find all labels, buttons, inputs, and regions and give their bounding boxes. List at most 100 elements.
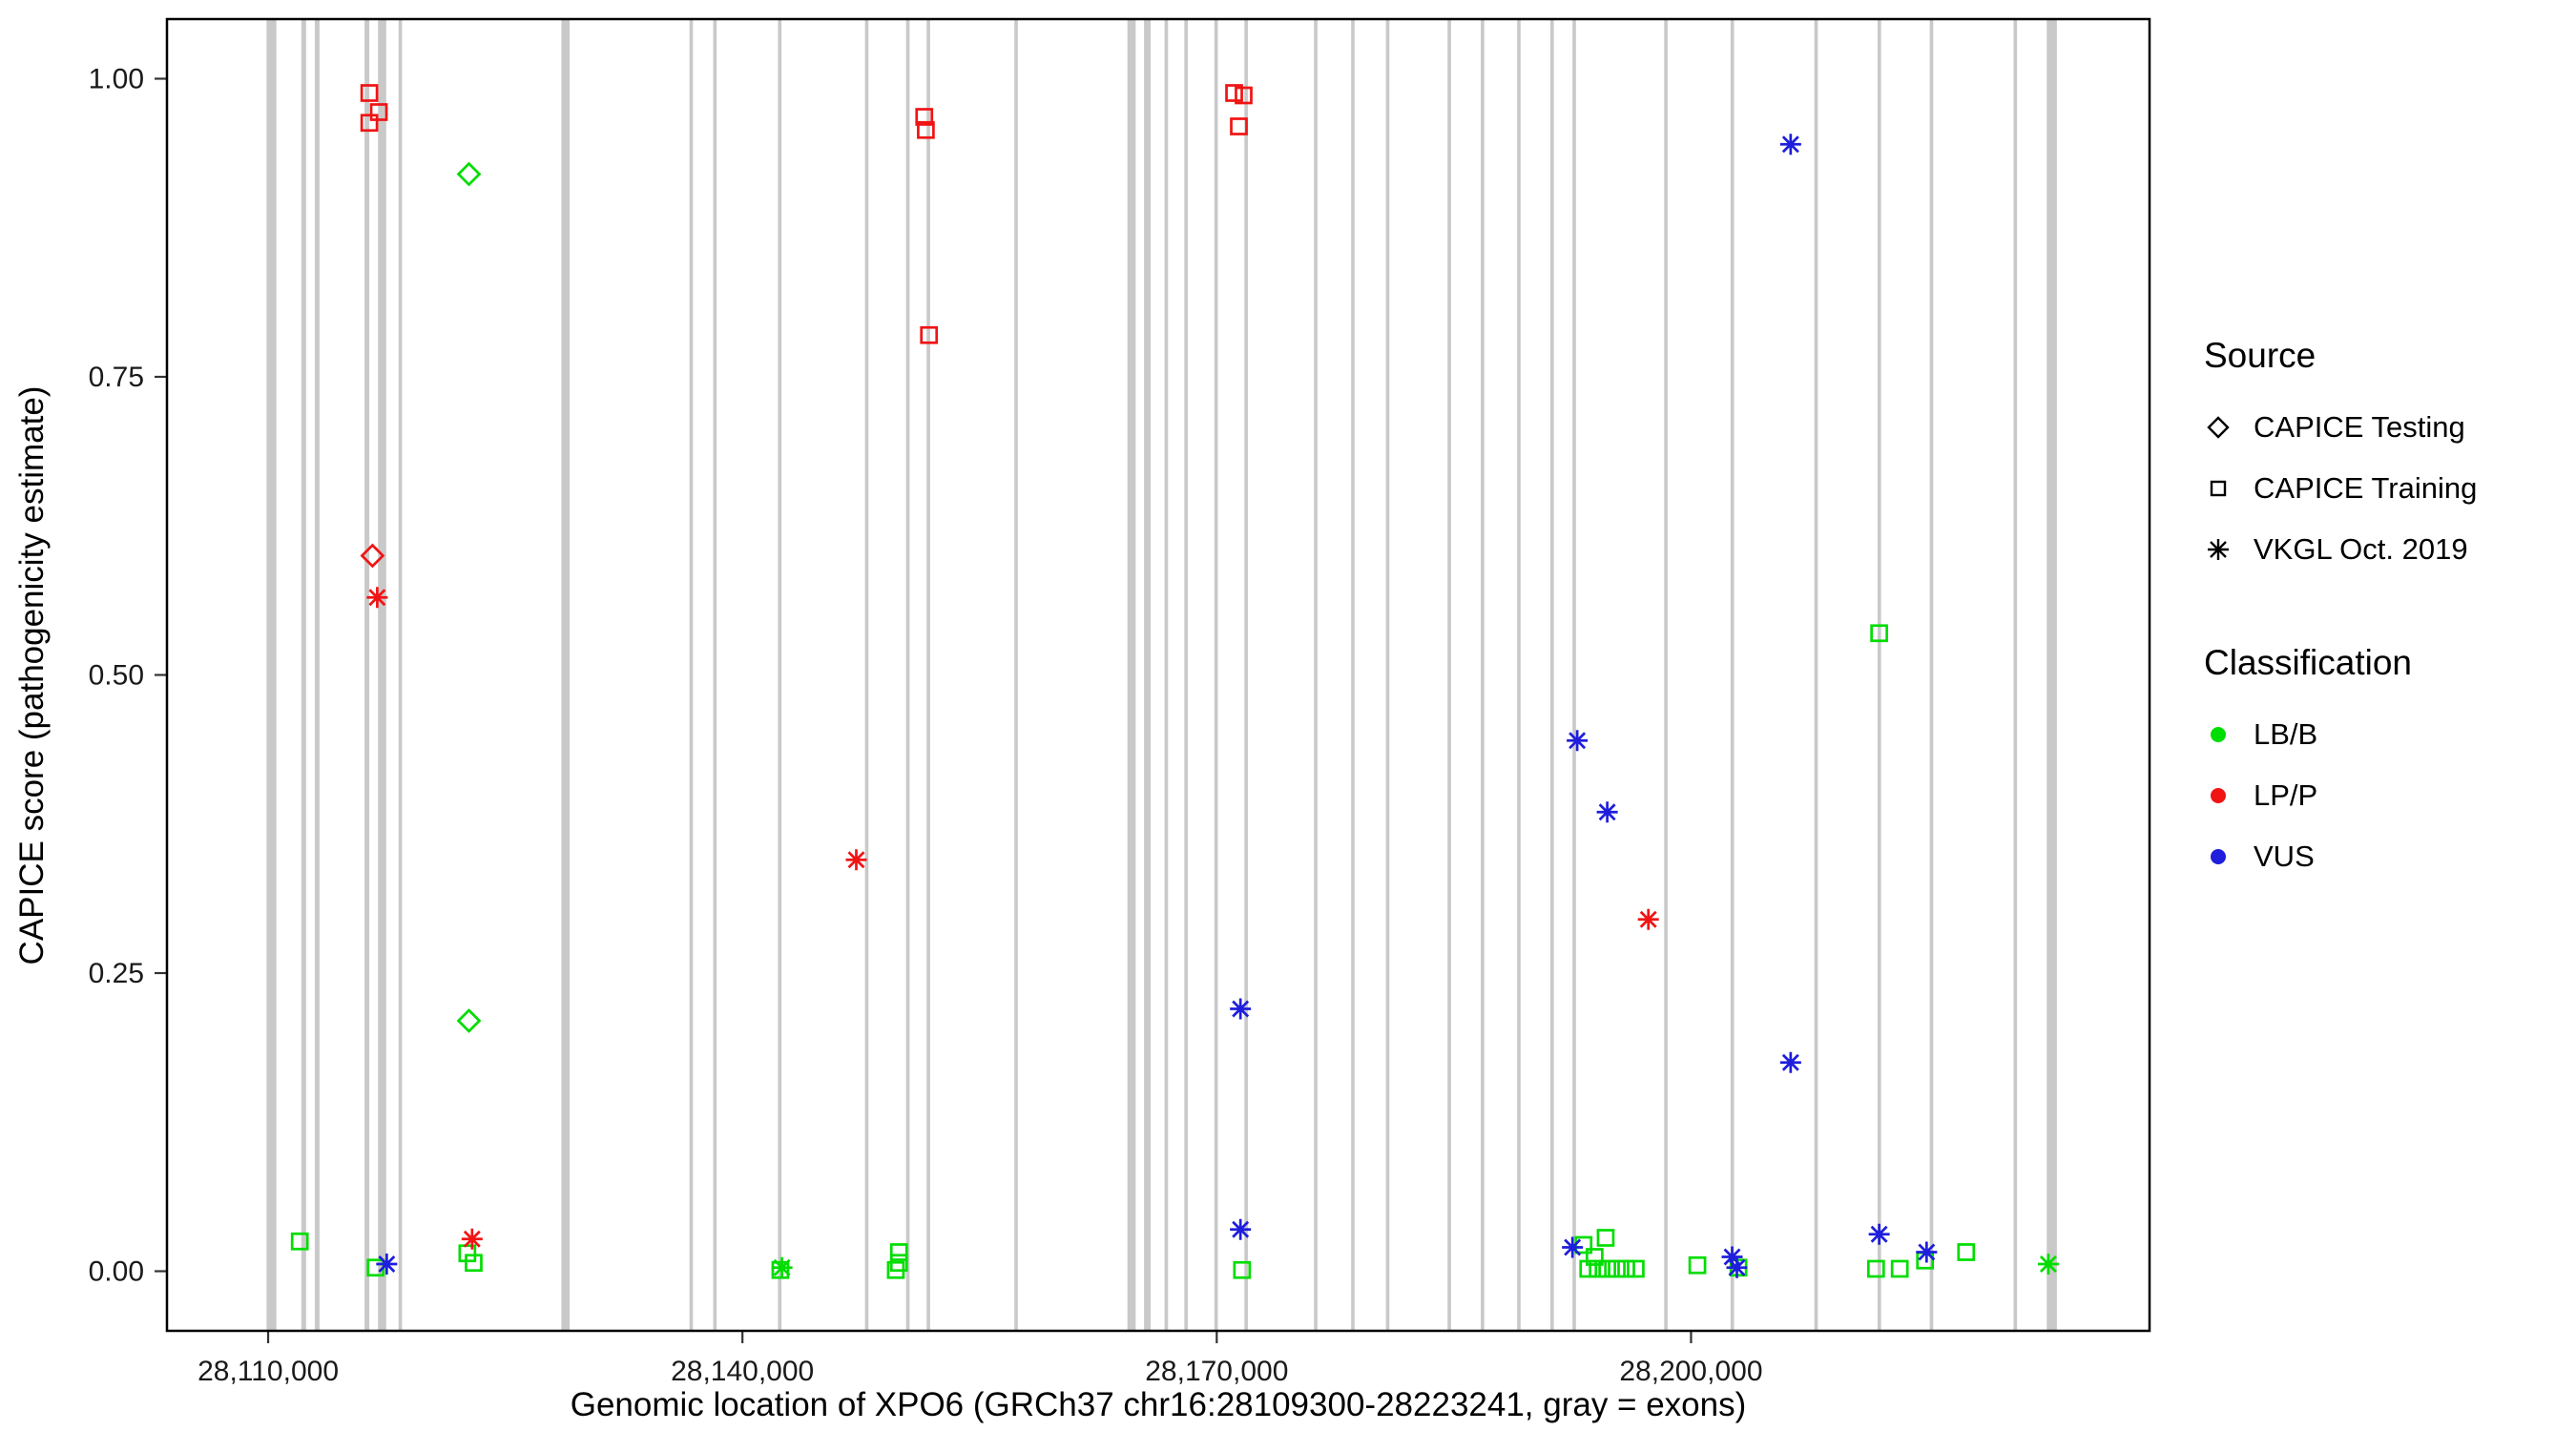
y-tick-label: 0.75 — [89, 362, 144, 393]
data-point-asterisk — [1916, 1241, 1938, 1263]
data-point-square — [290, 1232, 309, 1251]
exon-bar — [778, 19, 782, 1331]
data-point-square — [1617, 1259, 1635, 1278]
legend-label: LP/P — [2254, 778, 2318, 812]
asterisk-icon — [2208, 539, 2229, 560]
legend-label: CAPICE Training — [2254, 471, 2478, 505]
data-point-square — [889, 1243, 908, 1261]
exon-bar — [1447, 19, 1451, 1331]
x-tick-label: 28,170,000 — [1145, 1356, 1288, 1387]
exon-bar — [1164, 19, 1169, 1331]
exon-bar — [1572, 19, 1576, 1331]
data-point-square — [458, 1244, 477, 1263]
data-point-square — [1890, 1259, 1909, 1278]
exon-bar — [1517, 19, 1521, 1331]
data-point-asterisk — [366, 587, 388, 609]
legend-item-lpp: LP/P — [2204, 765, 2566, 826]
data-point-asterisk — [376, 1254, 398, 1275]
data-point-asterisk — [1637, 908, 1659, 930]
exon-bar — [1184, 19, 1188, 1331]
exon-bar — [864, 19, 869, 1331]
data-point-square — [1586, 1248, 1604, 1266]
data-point-square — [1598, 1259, 1616, 1278]
exon-bars-layer — [266, 19, 2057, 1331]
exon-bar — [926, 19, 930, 1331]
data-point-square — [1596, 1229, 1615, 1247]
data-point-asterisk — [1721, 1246, 1743, 1268]
plot-panel-border — [165, 17, 2151, 1333]
data-point-square — [360, 114, 379, 133]
legend-label: CAPICE Testing — [2254, 410, 2465, 444]
data-point-asterisk — [1779, 1051, 1801, 1073]
y-axis-title: CAPICE score (pathogenicity estimate) — [13, 386, 51, 965]
exon-bar — [1549, 19, 1554, 1331]
legend-item-vus: VUS — [2204, 826, 2566, 887]
data-point-diamond — [360, 543, 385, 569]
exon-bar — [378, 19, 386, 1331]
data-point-square — [360, 84, 379, 102]
exon-bar — [905, 19, 910, 1331]
x-tick-label: 28,110,000 — [197, 1356, 339, 1387]
legend-source-title: Source — [2204, 336, 2316, 375]
data-point-square — [771, 1260, 790, 1279]
data-points-layer — [290, 84, 2059, 1279]
exon-bar — [1314, 19, 1318, 1331]
data-point-square — [1233, 1260, 1252, 1279]
data-point-asterisk — [2037, 1254, 2059, 1275]
data-point-asterisk — [1596, 801, 1618, 823]
data-point-asterisk — [845, 849, 867, 871]
exon-bar — [314, 19, 320, 1331]
legend-item-capice-testing: CAPICE Testing — [2204, 397, 2566, 458]
lpp-dot-icon — [2211, 788, 2226, 803]
legend-item-vkgl: VKGL Oct. 2019 — [2204, 519, 2566, 580]
exon-bar — [1385, 19, 1390, 1331]
exon-bar — [1814, 19, 1818, 1331]
x-tick-label: 28,140,000 — [671, 1356, 814, 1387]
exon-bar — [364, 19, 370, 1331]
exon-bar — [713, 19, 717, 1331]
legend-label: VKGL Oct. 2019 — [2254, 532, 2468, 566]
legend-label: VUS — [2254, 840, 2315, 873]
legend: Source CAPICE Testing CAPICE Training VK… — [2204, 336, 2566, 950]
legend-item-lbb: LB/B — [2204, 704, 2566, 765]
diamond-icon — [2207, 416, 2230, 439]
data-point-square — [369, 103, 388, 121]
legend-classification-section: Classification LB/B LP/P VUS — [2204, 643, 2566, 887]
data-point-asterisk — [1726, 1256, 1748, 1278]
data-point-asterisk — [1779, 134, 1801, 156]
exon-bar — [1127, 19, 1136, 1331]
data-point-square — [920, 325, 939, 344]
data-point-square — [1870, 624, 1888, 643]
exon-bar — [1351, 19, 1355, 1331]
exon-bar — [1214, 19, 1218, 1331]
data-point-square — [1235, 86, 1253, 105]
data-point-asterisk — [1230, 998, 1252, 1020]
data-point-asterisk — [1230, 1218, 1252, 1240]
data-point-square — [465, 1254, 483, 1273]
data-point-square — [1608, 1259, 1626, 1278]
data-point-asterisk — [771, 1256, 793, 1278]
vus-dot-icon — [2211, 849, 2226, 864]
exon-bar — [689, 19, 694, 1331]
data-point-square — [917, 120, 935, 139]
data-point-square — [1230, 117, 1248, 135]
exon-bar — [266, 19, 277, 1331]
exon-bar — [1664, 19, 1668, 1331]
data-point-square — [1225, 84, 1243, 102]
data-point-asterisk — [1562, 1236, 1584, 1258]
exon-bar — [1877, 19, 1881, 1331]
data-point-square — [915, 108, 934, 126]
exon-bar — [2046, 19, 2057, 1331]
legend-source-section: Source CAPICE Testing CAPICE Training VK… — [2204, 336, 2566, 580]
exon-bar — [1144, 19, 1152, 1331]
exon-bar — [301, 19, 306, 1331]
legend-item-capice-training: CAPICE Training — [2204, 458, 2566, 519]
y-tick-label: 0.50 — [89, 660, 144, 692]
exon-bar — [398, 19, 403, 1331]
data-point-asterisk — [1868, 1223, 1890, 1245]
exon-bar — [1929, 19, 1934, 1331]
data-point-diamond — [456, 1008, 482, 1033]
legend-label: LB/B — [2254, 717, 2318, 751]
